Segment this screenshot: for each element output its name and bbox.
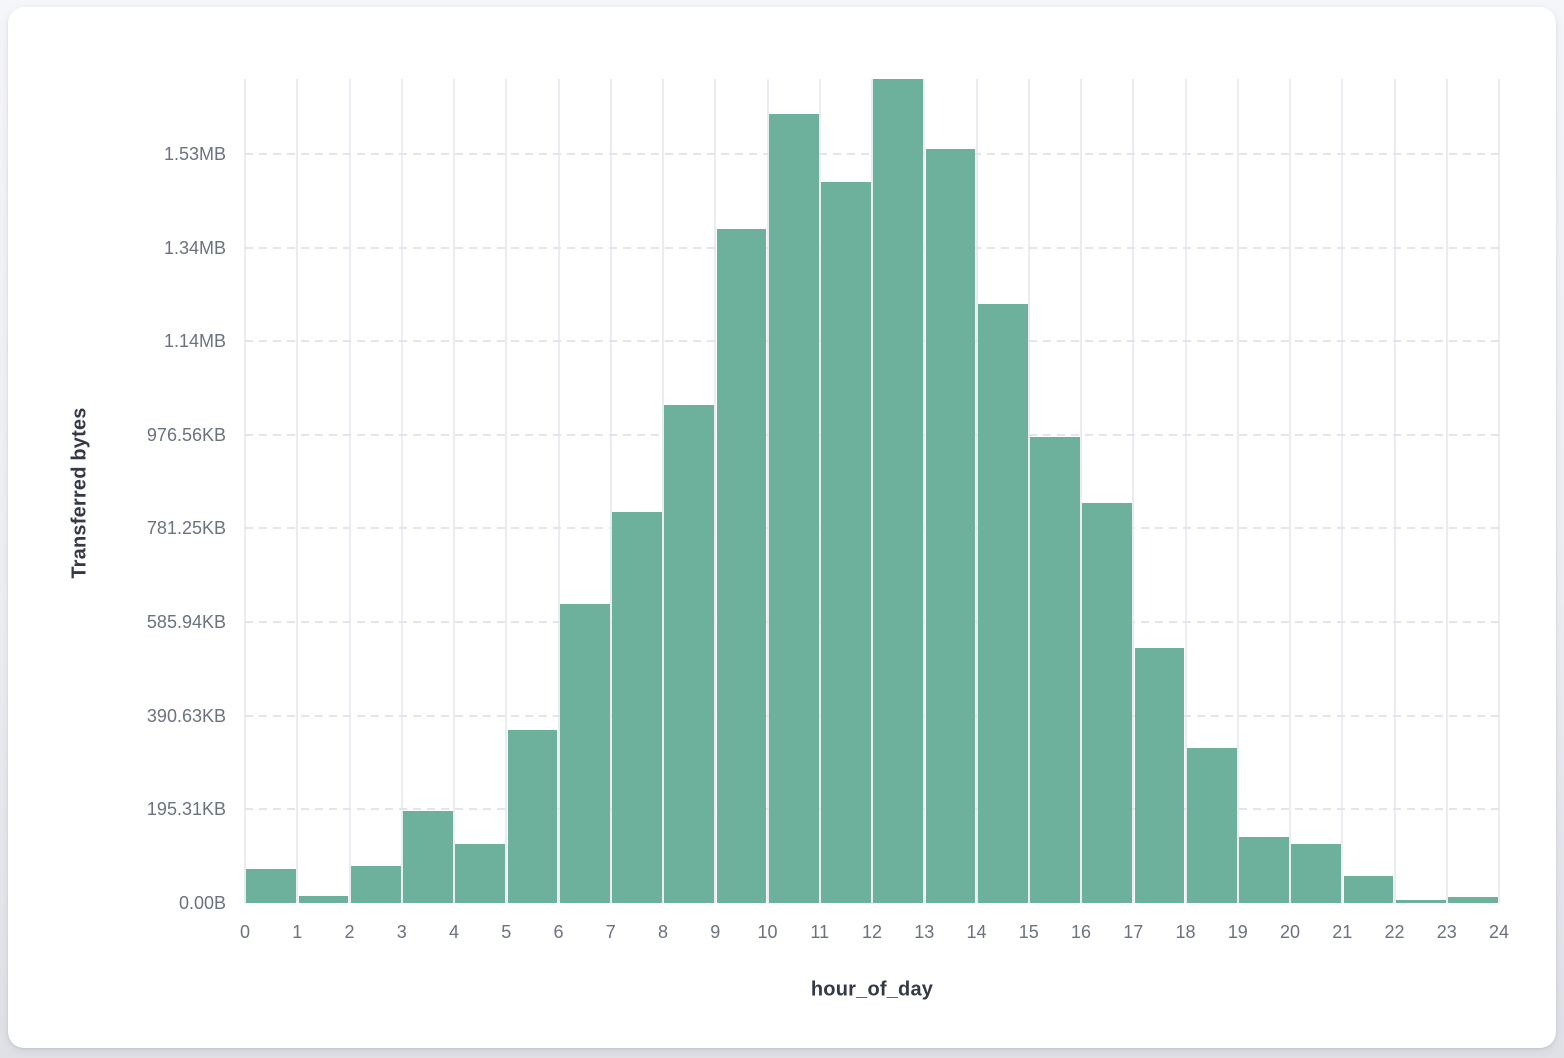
vertical-gridline bbox=[1184, 79, 1187, 903]
x-axis: 0 1 2 3 4 5 6 7 8 9 10 11 12 13 14 15 16 17 18 19 20 21 22 23 24 bbox=[240, 920, 1509, 946]
y-axis: 0.00B 195.31KB 390.63KB 585.94KB 781.25KB 976… bbox=[38, 79, 226, 913]
histogram-bar-hour-21[interactable] bbox=[1343, 876, 1394, 903]
y-axis-tick-label: 1.34MB bbox=[163, 237, 226, 258]
horizontal-gridline bbox=[245, 246, 1499, 249]
histogram-bar-hour-16[interactable] bbox=[1082, 503, 1132, 903]
x-axis-tick-label: 14 bbox=[966, 922, 987, 942]
vertical-gridline bbox=[348, 79, 351, 903]
histogram-bar-hour-6[interactable] bbox=[559, 603, 610, 903]
x-axis-tick-label: 10 bbox=[757, 922, 778, 942]
y-axis-tick-label: 585.94KB bbox=[146, 612, 226, 633]
histogram-bar-hour-9[interactable] bbox=[716, 229, 767, 903]
vertical-gridline bbox=[1289, 79, 1291, 903]
x-axis-tick-label: 8 bbox=[657, 922, 668, 942]
histogram-bar-hour-14[interactable] bbox=[977, 304, 1028, 903]
histogram-bar-hour-13[interactable] bbox=[925, 148, 976, 903]
vertical-gridline bbox=[1132, 79, 1135, 903]
vertical-gridline bbox=[1393, 79, 1396, 903]
x-axis-tick-label: 5 bbox=[501, 922, 512, 942]
histogram-bar-hour-15[interactable] bbox=[1030, 436, 1080, 903]
x-axis-tick-label: 11 bbox=[810, 922, 830, 942]
vertical-gridline bbox=[871, 79, 873, 903]
y-axis-tick-label: 0.00B bbox=[178, 893, 226, 913]
x-axis-tick-label: 15 bbox=[1018, 922, 1039, 942]
x-axis-tick-label: 2 bbox=[344, 922, 355, 942]
histogram-bar-hour-10[interactable] bbox=[768, 114, 819, 903]
x-axis-tick-label: 19 bbox=[1227, 922, 1248, 942]
x-axis-tick-label: 13 bbox=[914, 922, 935, 942]
histogram-bar-hour-19[interactable] bbox=[1239, 837, 1289, 903]
vertical-gridline bbox=[1341, 79, 1344, 903]
histogram-bar-hour-3[interactable] bbox=[403, 811, 453, 903]
horizontal-gridline bbox=[245, 621, 1499, 624]
y-axis-tick-label: 390.63KB bbox=[146, 705, 226, 726]
x-axis-tick-label: 6 bbox=[553, 922, 564, 942]
x-axis-tick-label: 18 bbox=[1175, 922, 1196, 942]
vertical-gridline bbox=[662, 79, 664, 903]
histogram-bar-hour-11[interactable] bbox=[821, 182, 871, 903]
horizontal-gridline bbox=[245, 808, 1499, 811]
vertical-gridline bbox=[818, 79, 821, 903]
x-axis-tick-label: 24 bbox=[1488, 922, 1510, 942]
vertical-gridline bbox=[244, 79, 246, 903]
x-axis-tick-label: 9 bbox=[710, 922, 721, 942]
vertical-gridline bbox=[1080, 79, 1082, 903]
y-axis-tick-label: 781.25KB bbox=[146, 518, 226, 539]
histogram-bar-hour-20[interactable] bbox=[1291, 844, 1341, 903]
vertical-gridline bbox=[453, 79, 455, 903]
x-axis-tick-label: 0 bbox=[239, 922, 250, 942]
horizontal-gridline bbox=[245, 714, 1499, 717]
histogram-bar-hour-22[interactable] bbox=[1395, 900, 1446, 903]
x-axis-tick-label: 17 bbox=[1123, 922, 1144, 942]
chart-card: 0.00B 195.31KB 390.63KB 585.94KB 781.25KB 976… bbox=[8, 7, 1556, 1048]
vertical-gridline bbox=[1027, 79, 1030, 903]
vertical-gridline bbox=[766, 79, 769, 903]
x-axis-tick-label: 1 bbox=[292, 922, 303, 942]
x-axis-tick-label: 16 bbox=[1070, 922, 1092, 942]
x-axis-tick-label: 4 bbox=[448, 922, 459, 942]
x-axis-tick-label: 23 bbox=[1436, 922, 1457, 942]
vertical-gridline bbox=[557, 79, 560, 903]
plot-area bbox=[244, 79, 1500, 903]
y-axis-title: Transferred bytes bbox=[68, 407, 91, 579]
vertical-gridline bbox=[1236, 79, 1239, 903]
histogram-bar-hour-5[interactable] bbox=[507, 730, 558, 903]
x-axis-tick-label: 7 bbox=[605, 922, 616, 942]
histogram-bar-hour-8[interactable] bbox=[664, 404, 714, 903]
vertical-gridline bbox=[1498, 79, 1500, 903]
vertical-gridline bbox=[505, 79, 508, 903]
vertical-gridline bbox=[1445, 79, 1448, 903]
histogram-bar-hour-1[interactable] bbox=[298, 895, 349, 903]
vertical-gridline bbox=[296, 79, 299, 903]
vertical-gridline bbox=[400, 79, 403, 903]
x-axis-title: hour_of_day bbox=[810, 978, 934, 1001]
vertical-gridline bbox=[714, 79, 717, 903]
horizontal-gridline bbox=[245, 527, 1499, 530]
y-axis-tick-label: 976.56KB bbox=[146, 424, 226, 445]
horizontal-gridline bbox=[245, 340, 1499, 343]
x-axis-tick-label: 12 bbox=[861, 922, 883, 942]
y-axis-tick-label: 195.31KB bbox=[146, 799, 226, 820]
x-axis-tick-label: 22 bbox=[1384, 922, 1405, 942]
horizontal-gridline bbox=[245, 152, 1499, 155]
y-axis-tick-label: 1.14MB bbox=[163, 331, 226, 352]
horizontal-gridline bbox=[245, 433, 1499, 436]
x-axis-tick-label: 20 bbox=[1279, 922, 1301, 942]
histogram-bar-hour-18[interactable] bbox=[1186, 747, 1237, 903]
histogram-bar-hour-2[interactable] bbox=[350, 866, 401, 903]
histogram-bar-hour-4[interactable] bbox=[455, 844, 505, 903]
vertical-gridline bbox=[975, 79, 978, 903]
y-axis-tick-label: 1.53MB bbox=[163, 143, 226, 164]
x-axis-tick-label: 3 bbox=[396, 922, 407, 942]
vertical-gridline bbox=[609, 79, 612, 903]
histogram-bar-hour-12[interactable] bbox=[873, 79, 923, 903]
histogram-bar-hour-0[interactable] bbox=[246, 869, 296, 903]
x-axis-tick-label: 21 bbox=[1332, 922, 1353, 942]
histogram-bar-hour-23[interactable] bbox=[1448, 896, 1498, 903]
histogram-bar-hour-17[interactable] bbox=[1134, 647, 1185, 903]
vertical-gridline bbox=[923, 79, 926, 903]
histogram-bar-hour-7[interactable] bbox=[612, 511, 662, 903]
